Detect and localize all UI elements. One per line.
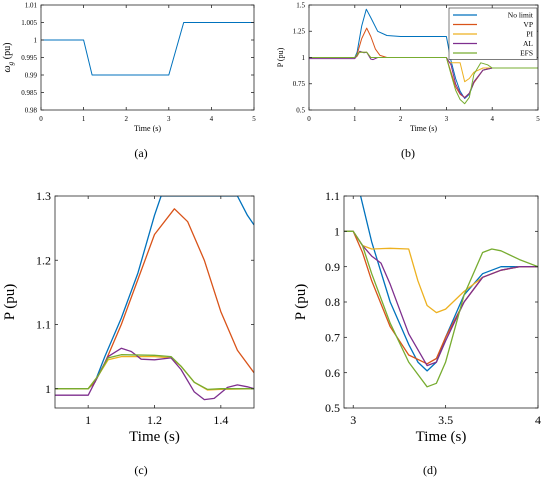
y-tick-label: 1 xyxy=(45,382,51,396)
x-tick-label: 4 xyxy=(535,413,541,427)
x-axis-label: Time (s) xyxy=(129,429,180,445)
x-tick-label: 1 xyxy=(353,115,357,123)
series-line-5 xyxy=(344,230,538,388)
subplot-d: 3 3.5 4 0.5 0.6 0.7 0.8 0.9 1 1.1 Time (s) P (pu) xyxy=(293,189,541,445)
caption-d: (d) xyxy=(423,463,437,477)
x-tick-label: 1 xyxy=(85,413,91,427)
x-tick-label: 2 xyxy=(399,115,403,123)
series-line-1 xyxy=(41,22,254,76)
y-axis-label: P (pu) xyxy=(276,47,285,67)
y-tick-label: 0.7 xyxy=(325,331,340,345)
x-tick-label: 3.5 xyxy=(438,413,453,427)
x-tick-label: 1.4 xyxy=(213,413,228,427)
y-tick-label: 1.1 xyxy=(325,189,340,203)
series-line-4 xyxy=(344,230,538,367)
y-tick-label: 0.98 xyxy=(25,106,38,114)
y-tick-label: 0.9 xyxy=(325,260,340,274)
subplot-a: 0 1 2 3 4 5 0.98 0.985 0.99 0.995 1 1.005 1.01 Time (… xyxy=(2,1,256,133)
x-tick-label: 4 xyxy=(490,115,494,123)
x-tick-label: 3 xyxy=(350,413,356,427)
y-tick-label: 1.3 xyxy=(36,189,51,203)
y-tick-label: 0.99 xyxy=(25,71,38,79)
x-tick-label: 0 xyxy=(39,115,43,123)
y-tick-label: 1.25 xyxy=(293,28,306,36)
y-tick-label: 0.995 xyxy=(21,54,37,62)
x-tick-label: 5 xyxy=(536,115,540,123)
x-tick-label: 4 xyxy=(210,115,214,123)
x-tick-label: 3 xyxy=(167,115,171,123)
legend-label: No limit xyxy=(508,11,534,20)
x-tick-label: 0 xyxy=(307,115,311,123)
x-tick-label: 5 xyxy=(252,115,256,123)
y-axis-label: ωg (pu) xyxy=(2,43,15,73)
x-axis-label: Time (s) xyxy=(416,429,467,445)
x-tick-label: 1 xyxy=(82,115,86,123)
y-axis-label: P (pu) xyxy=(2,284,18,321)
x-axis-label: Time (s) xyxy=(410,124,437,133)
x-tick-label: 3 xyxy=(445,115,449,123)
y-tick-label: 0.6 xyxy=(325,366,340,380)
y-tick-label: 1.2 xyxy=(36,253,51,267)
y-tick-label: 1.1 xyxy=(36,318,51,332)
y-tick-label: 1.01 xyxy=(25,1,38,9)
y-tick-label: 1 xyxy=(302,54,306,62)
plot-area xyxy=(55,196,254,408)
y-tick-label: 1 xyxy=(334,225,340,239)
plot-area xyxy=(344,196,538,408)
caption-c: (c) xyxy=(134,463,148,477)
x-tick-label: 1.2 xyxy=(147,413,162,427)
plot-area xyxy=(41,5,254,110)
legend-label: AL xyxy=(523,39,533,48)
series-line-5 xyxy=(55,354,254,391)
y-axis-label: P (pu) xyxy=(293,284,309,321)
x-tick-label: 2 xyxy=(124,115,128,123)
y-tick-label: 0.985 xyxy=(21,89,37,97)
y-tick-label: 1.5 xyxy=(296,1,305,9)
x-axis-label: Time (s) xyxy=(134,124,161,133)
caption-b: (b) xyxy=(401,146,415,160)
legend-label: PI xyxy=(526,30,533,39)
subplot-c: 1 1.2 1.4 1 1.1 1.2 1.3 Time (s) P (pu) xyxy=(2,189,255,445)
y-tick-label: 0.75 xyxy=(293,80,306,88)
y-tick-label: 1 xyxy=(34,36,38,44)
y-tick-label: 1.005 xyxy=(21,19,37,27)
y-tick-label: 0.5 xyxy=(296,106,305,114)
series-line-efs xyxy=(309,51,538,105)
y-tick-label: 0.8 xyxy=(325,295,340,309)
y-tick-label: 0.5 xyxy=(325,401,340,415)
legend-label: VP xyxy=(523,20,533,29)
caption-a: (a) xyxy=(134,146,148,160)
subplot-b: 0 1 2 3 4 5 0.5 0.75 1 1.25 1.5 Time (s) P (pu) No li… xyxy=(276,1,540,133)
legend-label: EFS xyxy=(520,49,533,58)
